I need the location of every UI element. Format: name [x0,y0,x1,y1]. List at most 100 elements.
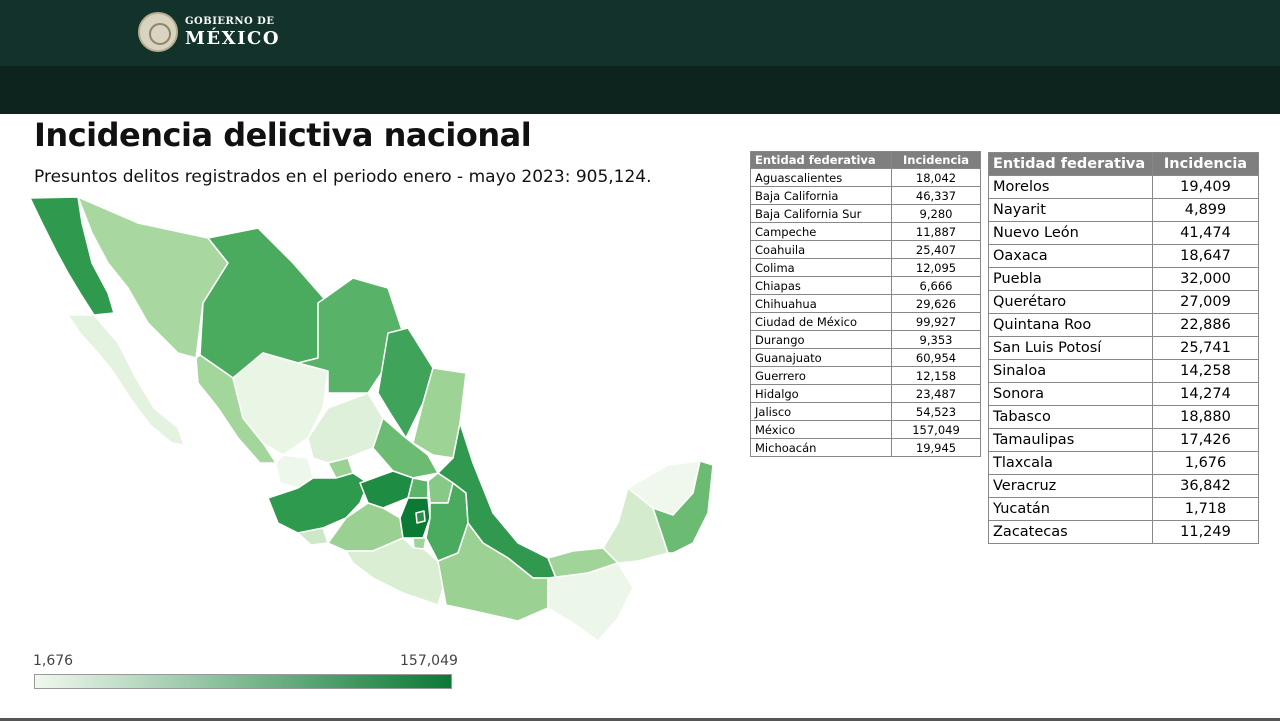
entity-cell: Baja California [750,186,892,205]
logo-small-text: GOBIERNO DE [185,15,275,27]
incidence-table-left: Entidad federativa Incidencia Aguascalie… [750,151,981,457]
entity-cell: Nuevo León [988,221,1153,245]
entity-cell: Sinaloa [988,359,1153,383]
header-subbar [0,66,1280,114]
table-row: Morelos 19,409 [988,175,1259,199]
column-header-entity: Entidad federativa [988,152,1153,176]
map-state-sonora [77,196,229,359]
table-row: Puebla 32,000 [988,267,1259,291]
entity-cell: San Luis Potosí [988,336,1153,360]
national-seal-icon [138,12,178,52]
map-state-baja-california-sur [67,314,185,446]
value-cell: 9,353 [891,330,981,349]
entity-cell: Coahuila [750,240,892,259]
value-cell: 99,927 [891,312,981,331]
table-row: Tabasco 18,880 [988,405,1259,429]
map-state-oaxaca [437,522,549,622]
value-cell: 27,009 [1152,290,1259,314]
bottom-border [0,718,1280,721]
map-state-chiapas [547,562,634,642]
table-row: Nayarit 4,899 [988,198,1259,222]
entity-cell: Chihuahua [750,294,892,313]
entity-cell: México [750,420,892,439]
value-cell: 1,676 [1152,451,1259,475]
logo-big-text: MÉXICO [185,27,281,49]
gobierno-logo[interactable]: GOBIERNO DE MÉXICO [138,10,280,54]
table-row: Yucatán 1,718 [988,497,1259,521]
entity-cell: Zacatecas [988,520,1153,544]
table-row: Campeche 11,887 [750,222,981,241]
legend-gradient-bar [34,674,452,689]
table-row: México 157,049 [750,420,981,439]
value-cell: 19,409 [1152,175,1259,199]
entity-cell: Durango [750,330,892,349]
table-row: Querétaro 27,009 [988,290,1259,314]
value-cell: 9,280 [891,204,981,223]
value-cell: 18,647 [1152,244,1259,268]
entity-cell: Chiapas [750,276,892,295]
incidence-table-right: Entidad federativa Incidencia Morelos 19,… [988,152,1259,544]
table-row: Colima 12,095 [750,258,981,277]
page-subtitle: Presuntos delitos registrados en el peri… [34,167,652,187]
table-row: Sinaloa 14,258 [988,359,1259,383]
table-row: Chihuahua 29,626 [750,294,981,313]
column-header-entity: Entidad federativa [750,151,892,169]
table-row: Oaxaca 18,647 [988,244,1259,268]
table-row: Coahuila 25,407 [750,240,981,259]
table-row: Aguascalientes 18,042 [750,168,981,187]
table-row: Michoacán 19,945 [750,438,981,457]
entity-cell: Guanajuato [750,348,892,367]
table-row: Veracruz 36,842 [988,474,1259,498]
value-cell: 25,741 [1152,336,1259,360]
value-cell: 23,487 [891,384,981,403]
entity-cell: Oaxaca [988,244,1153,268]
value-cell: 17,426 [1152,428,1259,452]
value-cell: 11,249 [1152,520,1259,544]
entity-cell: Tamaulipas [988,428,1153,452]
entity-cell: Querétaro [988,290,1153,314]
header-bar [0,0,1280,66]
value-cell: 29,626 [891,294,981,313]
value-cell: 1,718 [1152,497,1259,521]
entity-cell: Guerrero [750,366,892,385]
entity-cell: Sonora [988,382,1153,406]
table-header-row: Entidad federativa Incidencia [750,151,981,169]
value-cell: 4,899 [1152,198,1259,222]
entity-cell: Puebla [988,267,1153,291]
entity-cell: Jalisco [750,402,892,421]
value-cell: 36,842 [1152,474,1259,498]
map-state-tamaulipas [412,367,467,459]
page-title: Incidencia delictiva nacional [34,116,532,154]
value-cell: 12,158 [891,366,981,385]
value-cell: 18,042 [891,168,981,187]
value-cell: 32,000 [1152,267,1259,291]
entity-cell: Baja California Sur [750,204,892,223]
value-cell: 14,258 [1152,359,1259,383]
entity-cell: Morelos [988,175,1153,199]
table-row: Ciudad de México 99,927 [750,312,981,331]
legend-min-label: 1,676 [33,653,74,669]
map-state-durango [232,352,329,456]
table-row: Baja California Sur 9,280 [750,204,981,223]
value-cell: 12,095 [891,258,981,277]
table-row: Jalisco 54,523 [750,402,981,421]
entity-cell: Veracruz [988,474,1153,498]
column-header-incidence: Incidencia [1152,152,1259,176]
table-row: Chiapas 6,666 [750,276,981,295]
table-row: Baja California 46,337 [750,186,981,205]
value-cell: 11,887 [891,222,981,241]
table-row: Zacatecas 11,249 [988,520,1259,544]
value-cell: 41,474 [1152,221,1259,245]
entity-cell: Hidalgo [750,384,892,403]
mexico-choropleth-map [29,196,714,642]
entity-cell: Yucatán [988,497,1153,521]
column-header-incidence: Incidencia [891,151,981,169]
value-cell: 54,523 [891,402,981,421]
map-state-quintana-roo [652,460,714,554]
entity-cell: Campeche [750,222,892,241]
table-row: Sonora 14,274 [988,382,1259,406]
table-row: Guanajuato 60,954 [750,348,981,367]
table-row: Nuevo León 41,474 [988,221,1259,245]
entity-cell: Tlaxcala [988,451,1153,475]
entity-cell: Quintana Roo [988,313,1153,337]
